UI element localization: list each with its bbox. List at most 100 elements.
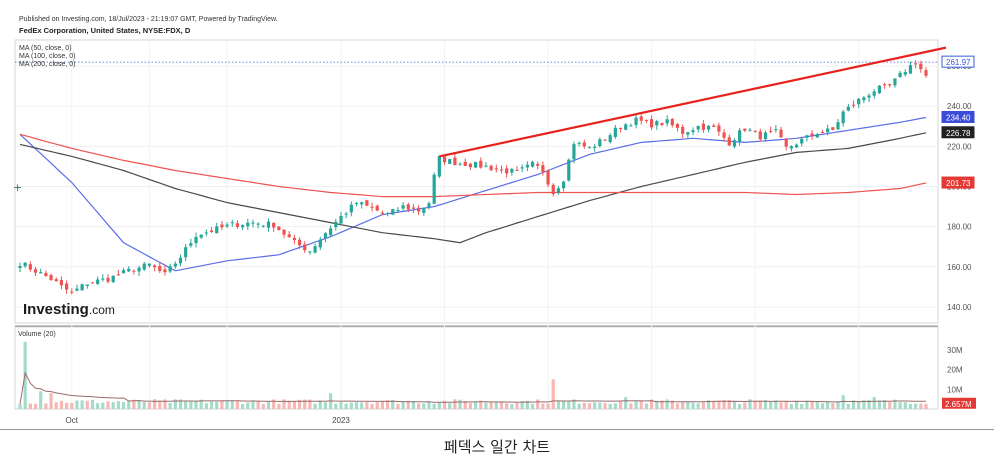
- volume-bar: [732, 401, 737, 409]
- candle: [401, 205, 405, 209]
- volume-bar: [132, 399, 136, 409]
- candle: [189, 243, 193, 246]
- candle: [805, 135, 809, 138]
- crosshair-icon[interactable]: +: [13, 181, 22, 194]
- candle: [142, 263, 146, 270]
- volume-bar: [204, 403, 208, 409]
- price-tag-text-last: 261.97: [946, 58, 971, 67]
- candle: [370, 206, 374, 208]
- candle: [391, 209, 395, 215]
- xtick-2023: 2023: [332, 416, 350, 425]
- candle: [914, 63, 918, 65]
- volume-bar: [147, 402, 152, 409]
- legend-ma100: MA (100, close, 0): [19, 53, 75, 60]
- trendline-layer: [439, 46, 947, 158]
- volume-bar: [836, 401, 840, 409]
- candle: [525, 164, 529, 168]
- volume-bar: [28, 403, 32, 409]
- candle: [484, 165, 488, 167]
- volume-bar: [753, 400, 757, 409]
- price-tag-ma200: [941, 176, 975, 189]
- volume-bar: [618, 401, 623, 409]
- candle: [655, 121, 659, 126]
- volume-ma-line: [19, 371, 927, 405]
- volume-bar: [681, 402, 685, 409]
- candle: [360, 202, 364, 205]
- volume-bar: [686, 401, 690, 409]
- volume-bar: [851, 400, 856, 409]
- volume-bar: [427, 402, 431, 409]
- volume-bar: [44, 403, 48, 409]
- candle: [44, 272, 48, 276]
- volume-bar: [665, 399, 669, 409]
- volume-bar: [882, 399, 887, 409]
- price-tag-ma100: [941, 126, 975, 139]
- candle: [137, 267, 141, 272]
- candle: [204, 232, 208, 234]
- volume-bar: [246, 402, 250, 409]
- volume-bar: [158, 400, 162, 409]
- volume-bar: [613, 403, 617, 409]
- volume-bar: [551, 379, 555, 409]
- volume-bar: [774, 400, 778, 409]
- ma200-line: [19, 133, 927, 198]
- candle: [427, 203, 431, 208]
- candle: [411, 207, 416, 209]
- grid: [14, 39, 939, 410]
- instrument-title: FedEx Corporation, United States, NYSE:F…: [19, 26, 191, 35]
- candle: [712, 125, 716, 128]
- investing-logo: Investing.com: [23, 301, 115, 318]
- ytick-180: 180.00: [947, 223, 972, 232]
- volume-bar: [893, 399, 897, 409]
- candle: [644, 119, 649, 121]
- volume-bar: [458, 399, 462, 409]
- volume-bar: [385, 400, 390, 409]
- candle: [784, 138, 788, 147]
- candle: [168, 266, 172, 272]
- candle: [215, 226, 219, 234]
- volume-bar: [525, 400, 529, 409]
- volume-bar: [629, 403, 633, 409]
- volume-bar: [919, 403, 923, 409]
- candle: [499, 169, 504, 171]
- volume-bar: [598, 402, 602, 409]
- volume-bar: [769, 402, 773, 409]
- candle: [75, 288, 79, 291]
- volume-bar: [209, 401, 214, 409]
- candle: [349, 204, 353, 213]
- volume-bar: [463, 401, 467, 409]
- candle: [701, 123, 705, 130]
- volume-bar: [184, 400, 188, 409]
- volume-bar: [712, 400, 716, 409]
- candle: [758, 131, 762, 140]
- candle: [266, 221, 271, 228]
- volume-bar: [39, 391, 43, 409]
- volume-bar: [738, 404, 742, 409]
- volume-bar: [256, 401, 260, 409]
- candle: [173, 263, 177, 267]
- volume-bar: [650, 399, 654, 409]
- volume-bar: [339, 402, 343, 409]
- volume-bar: [898, 402, 902, 409]
- volume-bar: [484, 402, 488, 409]
- chart-text: Published on Investing.com, 18/Jul/2023 …: [13, 16, 278, 338]
- candle: [272, 222, 276, 228]
- volume-bar: [908, 403, 913, 409]
- candle: [582, 142, 586, 147]
- candle: [261, 225, 265, 227]
- candle: [241, 225, 245, 228]
- volume-bar: [96, 403, 100, 409]
- candle: [101, 278, 105, 280]
- candle: [841, 111, 845, 124]
- candle: [80, 284, 84, 291]
- volume-bar: [468, 403, 473, 409]
- candle: [670, 119, 674, 126]
- volume-bar: [318, 400, 322, 409]
- volume-bar: [670, 400, 674, 409]
- candle: [59, 280, 64, 286]
- candle: [251, 222, 255, 224]
- ytick-240: 240.00: [947, 102, 972, 111]
- volume-bar: [121, 402, 126, 409]
- volume-bar: [354, 402, 359, 409]
- volume-bar: [784, 401, 788, 409]
